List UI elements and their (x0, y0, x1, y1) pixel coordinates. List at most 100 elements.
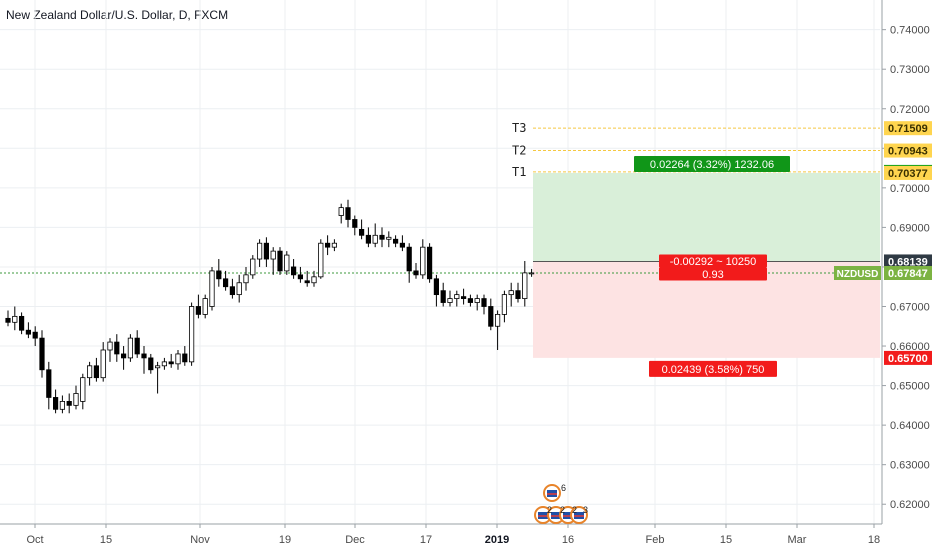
candle-body (18, 315, 25, 331)
y-tick-label: 0.72000 (890, 104, 930, 116)
candle (331, 239, 338, 252)
candle (127, 334, 133, 362)
candle-body (277, 250, 283, 272)
price-badge-bg (884, 165, 932, 180)
candle-body (420, 246, 426, 276)
loss-label-bg (649, 360, 777, 377)
candle-body (501, 294, 508, 315)
candle-body (365, 234, 372, 244)
candle-body (386, 236, 392, 240)
price-badge: 0.70377 (888, 168, 928, 180)
candle-body (32, 331, 38, 339)
x-tick-label: 17 (420, 534, 432, 546)
ratio-label: 0.93 (702, 269, 723, 281)
candle-body (379, 234, 385, 240)
candle (66, 393, 72, 414)
x-tick-label: 18 (868, 534, 880, 546)
price-badge: 0.67847 (888, 268, 928, 280)
price-badge-bg (884, 350, 932, 365)
candle-body (522, 272, 528, 299)
y-tick-label: 0.65000 (890, 381, 930, 393)
candle-body (433, 278, 440, 296)
price-badge: 0.71509 (888, 123, 928, 135)
candle (290, 259, 297, 279)
candle (39, 330, 45, 378)
candle-body (182, 353, 188, 363)
candle-body (392, 238, 399, 244)
symbol-tag: NZDUSD (837, 269, 879, 280)
event-flag-icon (543, 484, 561, 502)
candle (168, 353, 174, 368)
candle (297, 266, 304, 283)
candle (508, 282, 514, 307)
price-badge: 0.65700 (888, 353, 928, 365)
candle-body (515, 290, 521, 299)
candle-body (25, 329, 32, 335)
candle (467, 294, 474, 307)
candle-body (467, 298, 474, 303)
candle-body (311, 276, 317, 284)
event-flag-icon (570, 506, 588, 524)
event-markers[interactable]: 62 2 2 3 (534, 483, 588, 524)
candle-body (297, 274, 304, 280)
x-tick-label: Mar (788, 534, 807, 546)
candle-body (318, 242, 324, 278)
y-tick-label: 0.67000 (890, 301, 930, 313)
candle (256, 239, 263, 267)
candle (53, 389, 59, 414)
candle-body (175, 353, 181, 365)
event-count: 2 (572, 505, 577, 515)
candle-body (114, 341, 120, 355)
position-labels: 0.02264 (3.32%) 1232.06-0.00292 ~ 102500… (634, 155, 790, 377)
candle-body (121, 353, 127, 359)
candle (229, 278, 235, 299)
candle-body (59, 401, 66, 410)
candle (311, 270, 317, 287)
candle (304, 270, 310, 287)
candle (386, 231, 392, 248)
candle (345, 199, 351, 228)
grid (0, 0, 880, 524)
candle (426, 243, 433, 283)
y-tick-label: 0.74000 (890, 25, 930, 37)
target-label-t3: T3 (512, 121, 526, 135)
candle-body (413, 270, 419, 276)
candle-body (454, 294, 460, 299)
price-badge-bg (884, 121, 932, 136)
y-tick-label: 0.70000 (890, 183, 930, 195)
event-count: 6 (561, 483, 566, 493)
candle-body (66, 401, 72, 406)
candle (352, 215, 358, 236)
event-count: 3 (583, 505, 588, 515)
candle (32, 326, 38, 347)
candle-body (168, 361, 174, 365)
x-tick-label: 15 (100, 534, 112, 546)
y-tick-label: 0.73000 (890, 64, 930, 76)
candle (59, 395, 66, 414)
candle-body (358, 228, 365, 236)
candle (413, 262, 419, 279)
candle (182, 346, 188, 366)
candle (141, 346, 147, 374)
candle-body (406, 246, 412, 272)
candle-body (134, 337, 140, 355)
candle (100, 342, 106, 382)
candle (399, 235, 406, 252)
candle (148, 353, 154, 374)
event-count: 2 (547, 505, 552, 515)
candle (515, 282, 521, 303)
candle (522, 261, 528, 307)
candle (406, 243, 412, 283)
candles[interactable] (5, 199, 535, 414)
y-tick-label: 0.64000 (890, 420, 930, 432)
candle-body (284, 254, 290, 272)
candle (236, 274, 242, 303)
candle (454, 290, 460, 307)
candle-body (229, 286, 235, 296)
candle-body (290, 266, 297, 276)
candle (284, 251, 290, 275)
candle-body (148, 357, 154, 371)
price-badge-bg (884, 265, 932, 280)
